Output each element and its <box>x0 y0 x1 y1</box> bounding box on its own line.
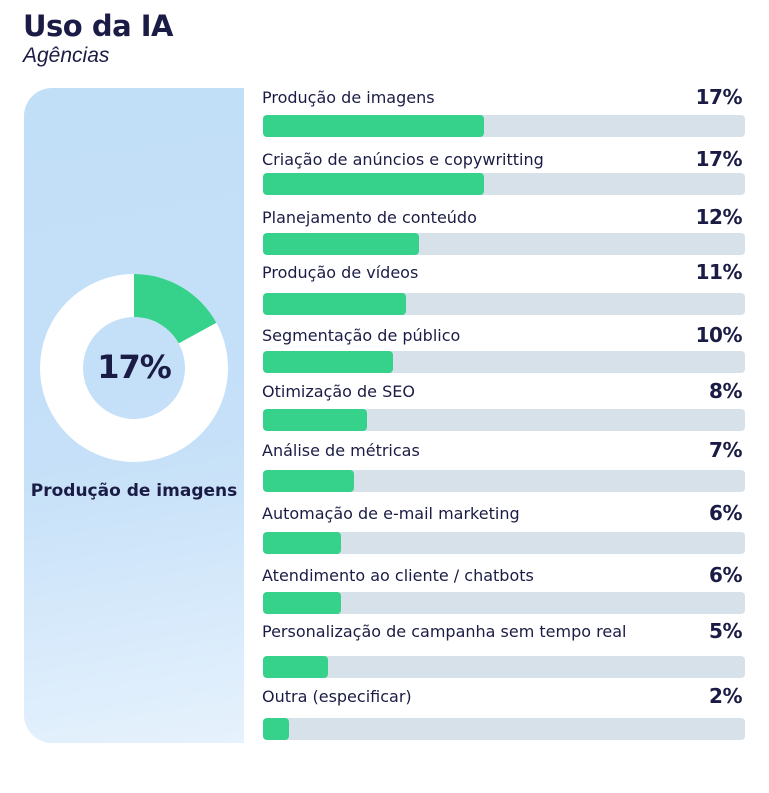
bar-value-label: 6% <box>709 563 742 587</box>
bar-label: Otimização de SEO <box>262 382 415 401</box>
chart-title: Uso da IA <box>23 9 174 43</box>
bar-value-label: 17% <box>695 147 743 171</box>
chart-subtitle: Agências <box>23 44 110 67</box>
bar-label: Segmentação de público <box>262 326 461 345</box>
bar <box>263 656 329 678</box>
bar <box>263 470 355 492</box>
bar <box>263 115 485 137</box>
bar <box>263 592 342 614</box>
bar <box>263 409 368 431</box>
bar-label: Produção de vídeos <box>262 263 419 282</box>
bar <box>263 233 420 255</box>
bar-track <box>263 293 745 315</box>
bar-track <box>263 532 745 554</box>
bar-label: Personalização de campanha sem tempo rea… <box>262 622 627 641</box>
bar-track <box>263 592 745 614</box>
bar-track <box>263 470 745 492</box>
bar <box>263 718 290 740</box>
bar-value-label: 5% <box>709 619 742 643</box>
bar-value-label: 17% <box>695 85 743 109</box>
bar-value-label: 12% <box>695 205 743 229</box>
bar <box>263 173 485 195</box>
bar-track <box>263 656 745 678</box>
bar-track <box>263 718 745 740</box>
bar-label: Planejamento de conteúdo <box>262 208 477 227</box>
donut-slice <box>134 274 217 344</box>
bar-track <box>263 115 745 137</box>
bar <box>263 351 394 373</box>
bar-track <box>263 351 745 373</box>
bar-label: Criação de anúncios e copywritting <box>262 150 544 169</box>
bar-label: Atendimento ao cliente / chatbots <box>262 566 534 585</box>
bar <box>263 532 342 554</box>
bar-track <box>263 233 745 255</box>
bar <box>263 293 407 315</box>
donut-label: Produção de imagens <box>30 481 238 501</box>
donut-center-value: 17% <box>97 348 172 386</box>
bar-value-label: 7% <box>709 438 742 462</box>
bar-value-label: 8% <box>709 379 742 403</box>
bar-label: Outra (especificar) <box>262 687 412 706</box>
bar-value-label: 10% <box>695 323 743 347</box>
bar-value-label: 2% <box>709 684 742 708</box>
bar-value-label: 6% <box>709 501 742 525</box>
bar-label: Produção de imagens <box>262 88 435 107</box>
bar-value-label: 11% <box>695 260 743 284</box>
bar-track <box>263 173 745 195</box>
bar-track <box>263 409 745 431</box>
bar-label: Análise de métricas <box>262 441 420 460</box>
bar-label: Automação de e-mail marketing <box>262 504 520 523</box>
